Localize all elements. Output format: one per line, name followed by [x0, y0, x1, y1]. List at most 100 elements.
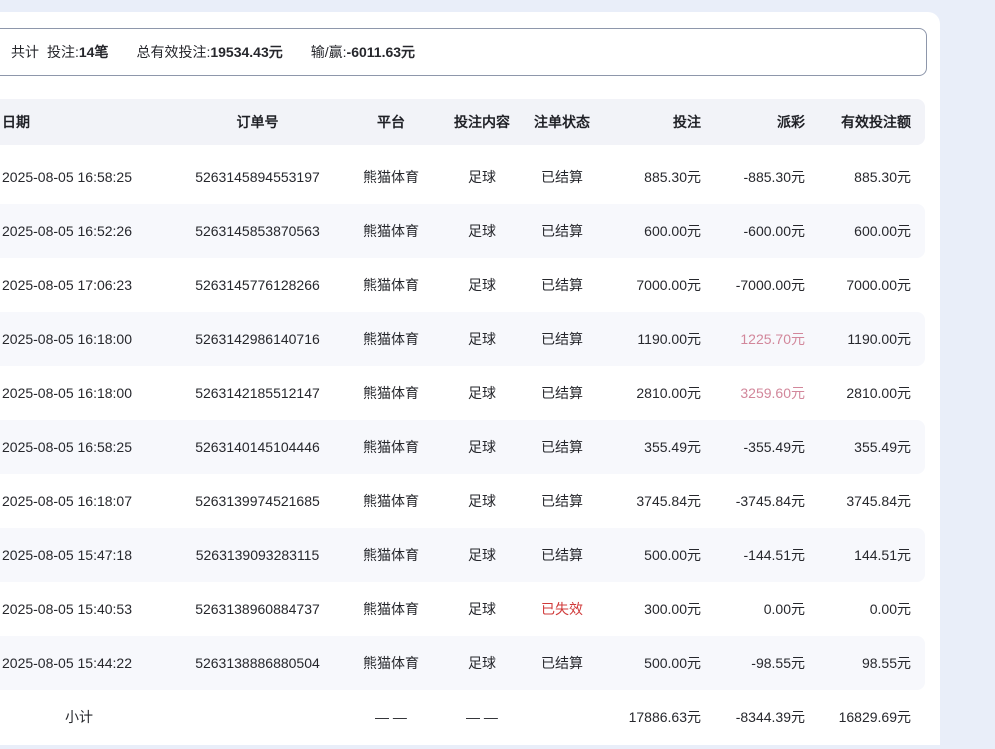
- cell-bet-content: 足球: [468, 277, 496, 293]
- cell-bet-content: 足球: [468, 331, 496, 347]
- cell-order-number: 5263145853870563: [195, 223, 320, 239]
- cell-payout: -3745.84元: [735, 493, 805, 509]
- bet-records-table: 日期 订单号 平台 投注内容 注单状态 投注 派彩 有效投注额 2025-08-…: [0, 99, 925, 744]
- cell-order-number: 5263138886880504: [195, 655, 320, 671]
- summary-bar: 共计 投注:14笔 总有效投注:19534.43元 输/赢:-6011.63元: [0, 28, 927, 76]
- cell-date: 2025-08-05 15:40:53: [2, 601, 132, 617]
- cell-bet-content: 足球: [468, 169, 496, 185]
- cell-payout: 3259.60元: [740, 385, 805, 401]
- cell-valid-amount: 355.49元: [854, 439, 911, 455]
- cell-status: 已失效: [541, 601, 583, 617]
- header-cell-status: 注单状态: [534, 114, 590, 130]
- header-cell-bet: 投注: [673, 114, 701, 130]
- cell-payout: -885.30元: [743, 169, 805, 185]
- cell-payout: -98.55元: [751, 655, 805, 671]
- cell-platform: 熊猫体育: [363, 601, 419, 617]
- summary-bet-count-value: 14笔: [78, 44, 109, 60]
- cell-payout: -600.00元: [743, 223, 805, 239]
- cell-date: 2025-08-05 16:18:00: [2, 331, 132, 347]
- cell-order-number: 5263142185512147: [195, 385, 320, 401]
- summary-bet-count-label: 投注:: [47, 44, 79, 60]
- cell-bet-amount: 355.49元: [644, 439, 701, 455]
- cell-date: 2025-08-05 17:06:23: [2, 277, 132, 293]
- cell-platform: 熊猫体育: [363, 169, 419, 185]
- cell-platform: 熊猫体育: [363, 331, 419, 347]
- cell-platform: 熊猫体育: [363, 493, 419, 509]
- cell-valid-amount: 0.00元: [869, 601, 911, 617]
- cell-date: 2025-08-05 16:18:07: [2, 493, 132, 509]
- header-cell-valid: 有效投注额: [841, 114, 911, 130]
- cell-status: 已结算: [541, 331, 583, 347]
- cell-order-number: 5263140145104446: [195, 439, 320, 455]
- cell-valid-amount: 3745.84元: [846, 493, 911, 509]
- cell-order-number: 5263139974521685: [195, 493, 320, 509]
- cell-bet-content: 足球: [468, 547, 496, 563]
- cell-platform: 熊猫体育: [363, 223, 419, 239]
- summary-valid-total-value: 19534.43元: [210, 44, 283, 60]
- cell-status: 已结算: [541, 223, 583, 239]
- cell-date: 2025-08-05 16:18:00: [2, 385, 132, 401]
- cell-valid-amount: 1190.00元: [847, 331, 911, 347]
- cell-status: 已结算: [541, 169, 583, 185]
- cell-status: 已结算: [541, 277, 583, 293]
- cell-bet-amount: 300.00元: [644, 601, 701, 617]
- table-row: 2025-08-05 16:18:00 5263142986140716 熊猫体…: [0, 312, 925, 366]
- cell-platform: 熊猫体育: [363, 439, 419, 455]
- cell-valid-amount: 7000.00元: [846, 277, 911, 293]
- summary-prefix: 共计: [11, 44, 39, 60]
- table-footer-row: 小计 — — — — 17886.63元 -8344.39元 16829.69元: [0, 690, 925, 744]
- cell-date: 2025-08-05 15:47:18: [2, 547, 132, 563]
- header-cell-platform: 平台: [377, 114, 405, 130]
- content-card: 共计 投注:14笔 总有效投注:19534.43元 输/赢:-6011.63元 …: [0, 12, 940, 745]
- footer-valid-total: 16829.69元: [838, 709, 911, 725]
- table-row: 2025-08-05 16:58:25 5263145894553197 熊猫体…: [0, 150, 925, 204]
- cell-bet-amount: 7000.00元: [636, 277, 701, 293]
- table-row: 2025-08-05 15:47:18 5263139093283115 熊猫体…: [0, 528, 925, 582]
- cell-bet-content: 足球: [468, 655, 496, 671]
- table-row: 2025-08-05 16:58:25 5263140145104446 熊猫体…: [0, 420, 925, 474]
- cell-payout: 0.00元: [763, 601, 805, 617]
- summary-bet-count: 投注:14笔: [47, 42, 108, 62]
- cell-order-number: 5263139093283115: [195, 547, 320, 563]
- table-row: 2025-08-05 16:52:26 5263145853870563 熊猫体…: [0, 204, 925, 258]
- cell-bet-content: 足球: [468, 601, 496, 617]
- cell-date: 2025-08-05 16:52:26: [2, 223, 132, 239]
- cell-valid-amount: 98.55元: [861, 655, 911, 671]
- cell-status: 已结算: [541, 493, 583, 509]
- cell-payout: -7000.00元: [735, 277, 805, 293]
- cell-platform: 熊猫体育: [363, 277, 419, 293]
- summary-win-loss: 输/赢:-6011.63元: [311, 42, 415, 62]
- cell-valid-amount: 2810.00元: [846, 385, 911, 401]
- cell-bet-amount: 3745.84元: [636, 493, 701, 509]
- cell-status: 已结算: [541, 439, 583, 455]
- cell-bet-content: 足球: [468, 439, 496, 455]
- cell-platform: 熊猫体育: [363, 385, 419, 401]
- table-row: 2025-08-05 16:18:00 5263142185512147 熊猫体…: [0, 366, 925, 420]
- table-row: 2025-08-05 17:06:23 5263145776128266 熊猫体…: [0, 258, 925, 312]
- table-row: 2025-08-05 15:40:53 5263138960884737 熊猫体…: [0, 582, 925, 636]
- cell-payout: 1225.70元: [740, 331, 805, 347]
- footer-platform-dash: — —: [375, 709, 407, 725]
- header-cell-date: 日期: [2, 114, 30, 130]
- header-cell-content: 投注内容: [454, 114, 510, 130]
- cell-bet-amount: 2810.00元: [636, 385, 701, 401]
- footer-bet-total: 17886.63元: [628, 709, 701, 725]
- cell-bet-content: 足球: [468, 223, 496, 239]
- cell-bet-amount: 500.00元: [644, 547, 701, 563]
- table-row: 2025-08-05 16:18:07 5263139974521685 熊猫体…: [0, 474, 925, 528]
- table-header-row: 日期 订单号 平台 投注内容 注单状态 投注 派彩 有效投注额: [0, 99, 925, 145]
- table-body: 2025-08-05 16:58:25 5263145894553197 熊猫体…: [0, 150, 925, 690]
- cell-order-number: 5263138960884737: [195, 601, 320, 617]
- summary-win-loss-value: -6011.63元: [346, 44, 416, 60]
- cell-platform: 熊猫体育: [363, 547, 419, 563]
- cell-status: 已结算: [541, 547, 583, 563]
- cell-bet-amount: 600.00元: [644, 223, 701, 239]
- cell-date: 2025-08-05 15:44:22: [2, 655, 132, 671]
- cell-status: 已结算: [541, 655, 583, 671]
- cell-payout: -355.49元: [743, 439, 805, 455]
- cell-bet-content: 足球: [468, 385, 496, 401]
- cell-bet-content: 足球: [468, 493, 496, 509]
- cell-bet-amount: 1190.00元: [637, 331, 701, 347]
- summary-valid-total: 总有效投注:19534.43元: [136, 42, 282, 62]
